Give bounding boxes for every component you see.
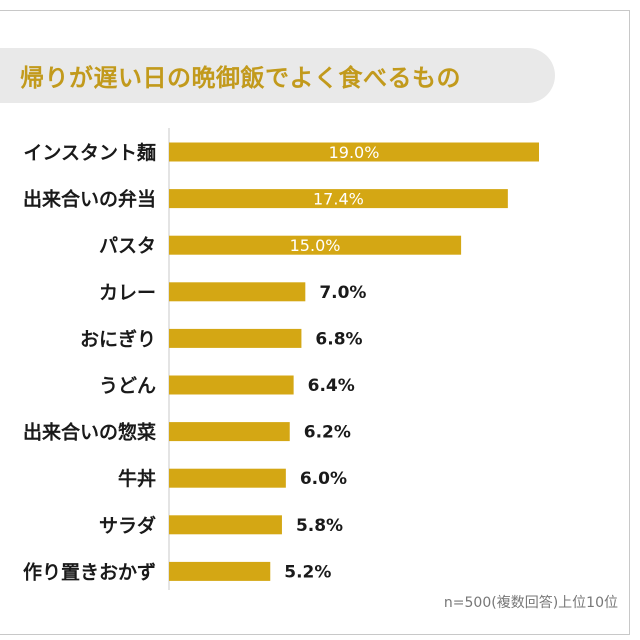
category-label: うどん [99,375,156,397]
bar [169,328,302,348]
bar [169,189,508,209]
value-label: 5.8% [296,516,343,536]
category-label: インスタント麺 [23,141,156,164]
bar [169,515,282,535]
value-label: 6.4% [308,376,355,396]
category-label: 作り置きおかず [23,560,156,583]
category-label: 牛丼 [118,467,156,490]
value-label: 19.0% [329,143,380,162]
value-label: 7.0% [319,283,366,303]
value-label: 6.2% [304,423,351,443]
chart-title: 帰りが遅い日の晩御飯でよく食べるもの [20,64,461,92]
value-label: 5.2% [284,562,331,582]
category-label: パスタ [99,235,156,257]
chart-frame [0,10,630,635]
value-label: 6.8% [315,329,362,349]
bar [169,375,294,395]
title-banner [0,48,555,103]
bar [169,561,271,581]
category-label: 出来合いの弁当 [23,188,156,211]
value-label: 17.4% [313,190,364,209]
value-label: 15.0% [290,236,341,255]
bar [169,282,306,302]
category-label: 出来合いの惣菜 [23,421,156,444]
bar [169,235,462,255]
bar [169,468,286,488]
sample-note: n=500(複数回答)上位10位 [443,595,618,611]
value-label: 6.0% [300,469,347,489]
category-label: カレー [99,282,156,304]
bar [169,142,539,162]
category-label: おにぎり [80,327,156,350]
category-label: サラダ [99,514,156,537]
bar [169,422,290,442]
